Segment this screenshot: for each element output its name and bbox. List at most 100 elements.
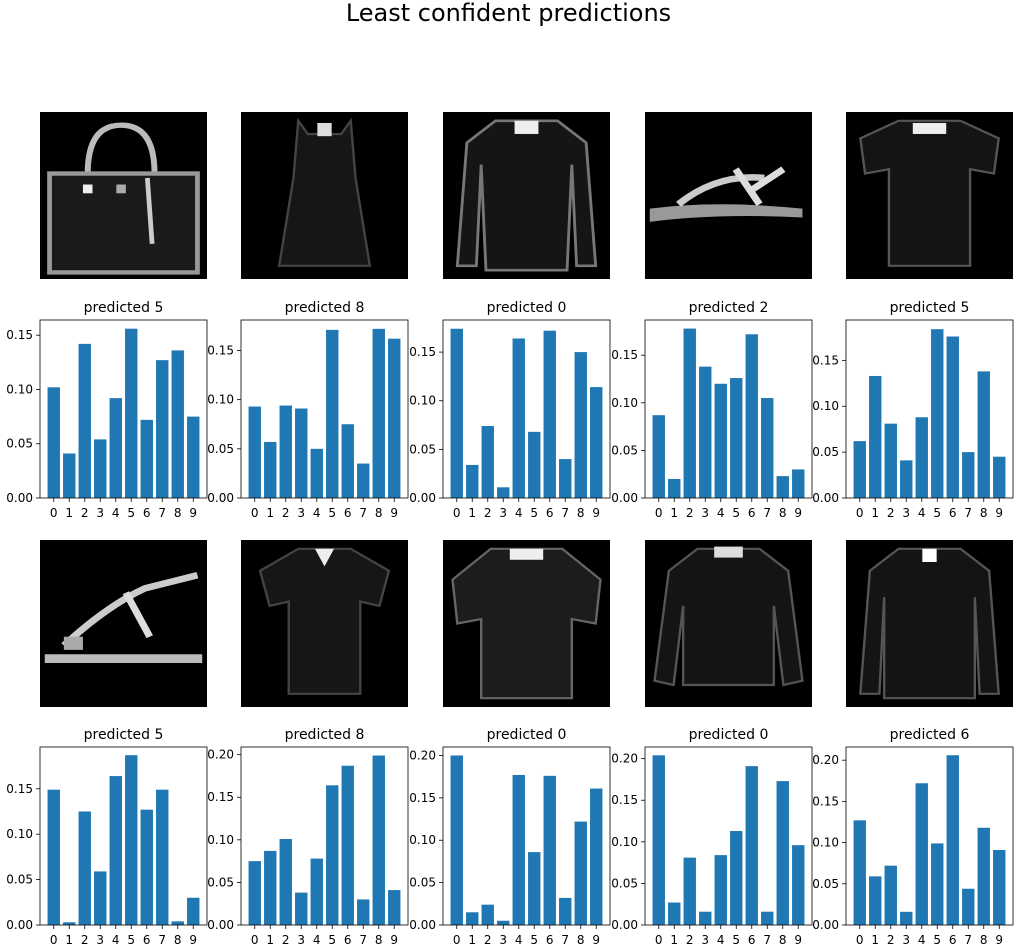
- bar-7: [357, 899, 370, 925]
- bar-4: [512, 338, 525, 498]
- sample-image-shirt: [443, 112, 610, 279]
- bar-4: [915, 417, 928, 498]
- x-tick-label: 7: [964, 933, 972, 947]
- bar-0: [450, 755, 463, 925]
- x-tick-label: 1: [266, 933, 274, 947]
- y-tick-label: 0.05: [812, 445, 839, 459]
- bar-chart-7: predicted 8 0 1 2 3 4 5 6 7 8 9 0.00 0.05 0.10 0.15 0.2…: [207, 727, 409, 947]
- bar-7: [156, 360, 169, 498]
- bar-6: [543, 330, 556, 498]
- y-tick-label: 0.00: [812, 491, 839, 505]
- y-tick-label: 0.10: [409, 833, 436, 847]
- x-tick-label: 0: [655, 933, 663, 947]
- x-tick-label: 0: [856, 506, 864, 520]
- chart-title: predicted 8: [285, 727, 365, 743]
- axes-frame: [442, 319, 611, 499]
- x-tick-label: 1: [670, 933, 678, 947]
- x-tick-label: 7: [763, 933, 771, 947]
- bar-3: [295, 892, 308, 925]
- x-tick-label: 7: [158, 506, 166, 520]
- figure-title: Least confident predictions: [345, 0, 672, 27]
- sample-image-pullover: [645, 540, 812, 707]
- x-tick-label: 8: [779, 933, 787, 947]
- x-tick-label: 6: [143, 933, 151, 947]
- bar-9: [590, 788, 603, 925]
- x-tick-label: 0: [50, 506, 58, 520]
- bar-6: [745, 766, 758, 925]
- x-tick-label: 4: [918, 506, 926, 520]
- y-tick-label: 0.10: [409, 394, 436, 408]
- bar-6: [140, 419, 153, 498]
- chart-title: predicted 2: [689, 300, 769, 316]
- bar-3: [497, 920, 510, 925]
- x-tick-label: 5: [328, 506, 336, 520]
- bar-4: [109, 398, 122, 498]
- bar-9: [388, 890, 401, 925]
- bar-5: [528, 431, 541, 498]
- x-tick-label: 0: [251, 506, 259, 520]
- x-tick-label: 3: [96, 933, 104, 947]
- y-tick-label: 0.00: [409, 918, 436, 932]
- x-tick-label: 0: [453, 506, 461, 520]
- bar-3: [699, 911, 712, 925]
- bar-6: [543, 775, 556, 925]
- y-tick-label: 0.15: [409, 345, 436, 359]
- y-tick-label: 0.05: [207, 875, 234, 889]
- x-tick-label: 5: [127, 506, 135, 520]
- bar-7: [761, 911, 774, 925]
- axes-frame: [845, 319, 1014, 499]
- x-tick-label: 2: [686, 933, 694, 947]
- x-tick-label: 9: [189, 506, 197, 520]
- x-tick-label: 6: [949, 506, 957, 520]
- x-tick-label: 3: [902, 506, 910, 520]
- bar-chart-8: predicted 0 0 1 2 3 4 5 6 7 8 9 0.00 0.05 0.10 0.15 0.2…: [409, 727, 611, 947]
- bar-8: [574, 352, 587, 498]
- bar-2: [279, 838, 292, 925]
- bar-8: [372, 328, 385, 498]
- bar-6: [946, 336, 959, 498]
- axes-frame: [442, 746, 611, 926]
- x-tick-label: 3: [96, 506, 104, 520]
- x-tick-label: 5: [530, 506, 538, 520]
- x-tick-label: 9: [794, 933, 802, 947]
- bar-chart-9: predicted 0 0 1 2 3 4 5 6 7 8 9 0.00 0.05 0.10 0.15 0.2…: [611, 727, 813, 947]
- bar-5: [326, 329, 339, 498]
- y-tick-label: 0.10: [611, 835, 638, 849]
- chart-title: predicted 5: [890, 300, 970, 316]
- x-tick-label: 7: [158, 933, 166, 947]
- y-tick-label: 0.15: [409, 791, 436, 805]
- y-tick-label: 0.00: [611, 491, 638, 505]
- y-tick-label: 0.20: [409, 748, 436, 762]
- x-tick-label: 2: [887, 933, 895, 947]
- bar-7: [962, 888, 975, 925]
- sample-image-dress: [241, 112, 408, 279]
- x-tick-label: 2: [484, 506, 492, 520]
- y-tick-label: 0.05: [812, 877, 839, 891]
- x-tick-label: 0: [655, 506, 663, 520]
- x-tick-label: 2: [484, 933, 492, 947]
- x-tick-label: 4: [112, 933, 120, 947]
- x-tick-label: 6: [344, 933, 352, 947]
- bar-9: [792, 469, 805, 498]
- bar-1: [869, 876, 882, 925]
- x-tick-label: 7: [561, 933, 569, 947]
- y-tick-label: 0.20: [611, 752, 638, 766]
- bar-6: [140, 809, 153, 925]
- x-tick-label: 4: [717, 933, 725, 947]
- x-tick-label: 6: [748, 933, 756, 947]
- chart-title: predicted 0: [487, 727, 567, 743]
- x-tick-label: 5: [933, 933, 941, 947]
- sample-image-tshirt2: [241, 540, 408, 707]
- x-tick-label: 7: [359, 933, 367, 947]
- bar-1: [264, 850, 277, 925]
- y-tick-label: 0.10: [812, 836, 839, 850]
- x-tick-label: 4: [515, 933, 523, 947]
- chart-title: predicted 0: [689, 727, 769, 743]
- bar-8: [977, 827, 990, 925]
- x-tick-label: 1: [468, 506, 476, 520]
- bar-0: [853, 441, 866, 498]
- x-tick-label: 4: [313, 506, 321, 520]
- chart-title: predicted 6: [890, 727, 970, 743]
- axes-frame: [240, 319, 409, 499]
- bar-1: [264, 441, 277, 498]
